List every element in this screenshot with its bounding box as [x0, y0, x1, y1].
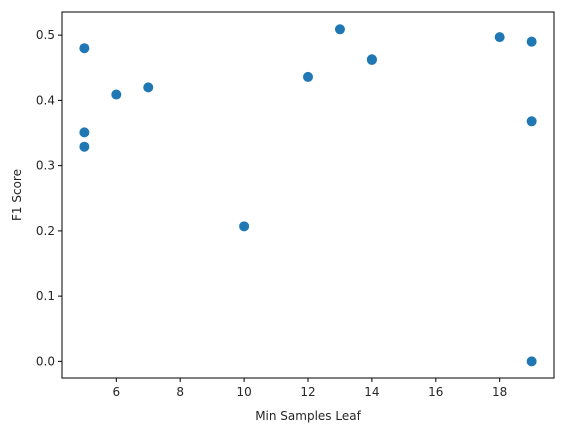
scatter-point [79, 127, 89, 137]
scatter-point [143, 82, 153, 92]
x-tick-label: 12 [300, 385, 315, 399]
scatter-point [303, 72, 313, 82]
scatter-point [239, 221, 249, 231]
scatter-point [527, 356, 537, 366]
x-tick-label: 10 [236, 385, 251, 399]
scatter-point [79, 43, 89, 53]
x-tick-label: 16 [428, 385, 443, 399]
y-tick-label: 0.3 [36, 159, 55, 173]
y-tick-label: 0.2 [36, 224, 55, 238]
scatter-point [495, 32, 505, 42]
scatter-point [79, 142, 89, 152]
x-tick-label: 18 [492, 385, 507, 399]
axes-frame [62, 12, 554, 378]
scatter-point [335, 24, 345, 34]
scatter-point [367, 54, 377, 64]
y-tick-label: 0.1 [36, 289, 55, 303]
x-tick-label: 6 [112, 385, 120, 399]
x-tick-label: 14 [364, 385, 379, 399]
x-axis-ticks: 6 8 10 12 14 16 18 [112, 378, 507, 399]
x-tick-label: 8 [176, 385, 184, 399]
data-points [79, 24, 536, 366]
y-axis-ticks: 0.0 0.1 0.2 0.3 0.4 0.5 [36, 28, 62, 368]
y-tick-label: 0.4 [36, 93, 55, 107]
scatter-point [111, 90, 121, 100]
y-tick-label: 0.5 [36, 28, 55, 42]
x-axis-label: Min Samples Leaf [255, 409, 361, 423]
scatter-point [527, 37, 537, 47]
plot-area [62, 12, 554, 378]
y-tick-label: 0.0 [36, 354, 55, 368]
y-axis-label: F1 Score [10, 169, 24, 221]
scatter-point [527, 116, 537, 126]
